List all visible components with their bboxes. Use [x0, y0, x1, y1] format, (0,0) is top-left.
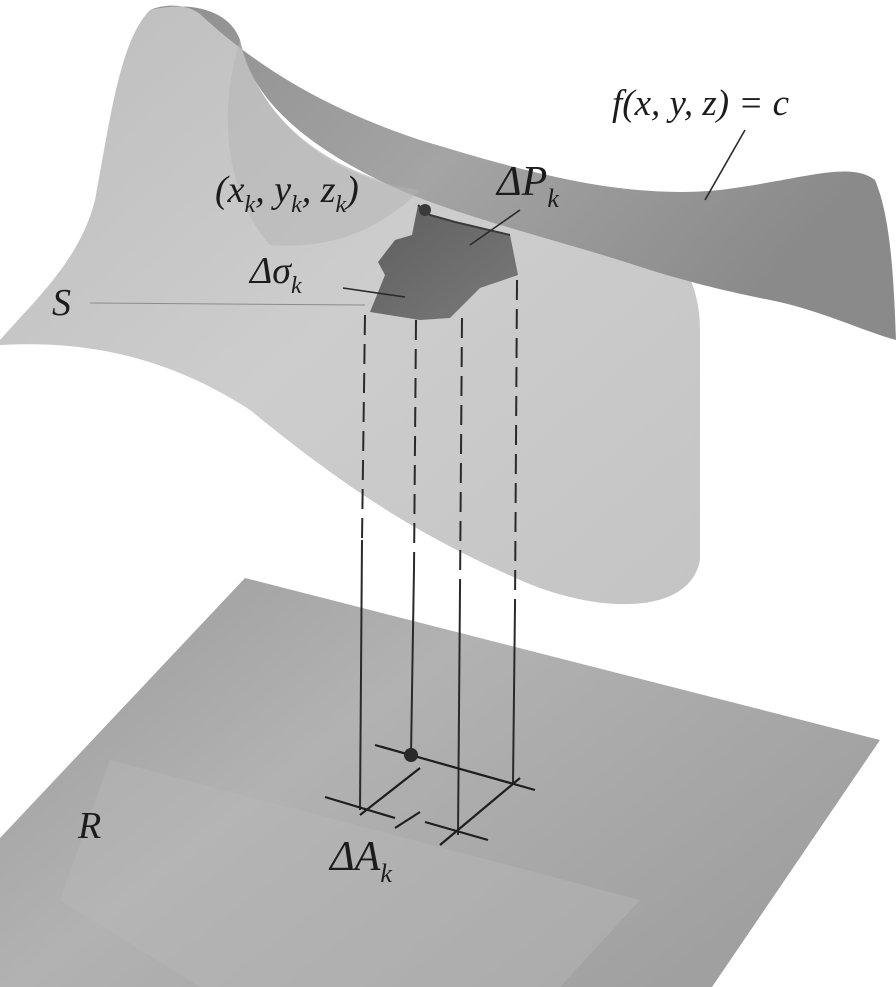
delta-a-label: ΔAk: [328, 834, 392, 888]
surface-s-label: S: [52, 282, 71, 324]
region-r-label: R: [77, 805, 101, 847]
surface-s-leader: [89, 302, 366, 306]
point-label: (xk, yk, zk): [215, 169, 359, 218]
delta-p-label: ΔPk: [495, 159, 559, 213]
region-plane: [0, 578, 880, 987]
delta-sigma-leader: [342, 287, 406, 298]
equation-leader: [704, 129, 746, 201]
solid-projections: [359, 539, 516, 836]
region-stripe: [60, 760, 640, 987]
surface-equation: f(x, y, z) = c: [612, 83, 790, 124]
surface-back: [150, 5, 896, 341]
point-marker: [419, 204, 431, 216]
surface-patch: [370, 205, 518, 320]
base-point-marker: [404, 748, 418, 762]
delta-sigma-label: Δσk: [248, 250, 302, 299]
delta-p-leader: [469, 209, 521, 246]
surface-shade: [227, 40, 420, 246]
delta-a-grid: [324, 743, 536, 846]
dashed-projections: [361, 279, 518, 606]
